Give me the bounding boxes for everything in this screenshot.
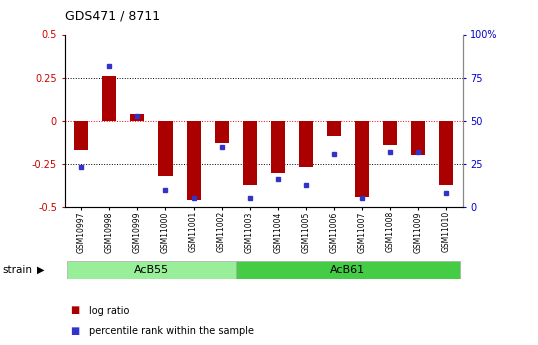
Bar (130, 114, 145, 121)
Bar (243, 121, 257, 185)
Text: strain: strain (3, 265, 33, 275)
Bar (215, 121, 229, 143)
Bar (327, 121, 341, 136)
Text: GDS471 / 8711: GDS471 / 8711 (65, 9, 160, 22)
Bar (187, 121, 201, 200)
Text: log ratio: log ratio (89, 306, 129, 315)
Bar (159, 121, 173, 176)
Text: AcB61: AcB61 (330, 265, 365, 275)
Bar (67, 262, 236, 278)
Text: percentile rank within the sample: percentile rank within the sample (89, 326, 254, 336)
Bar (102, 76, 116, 121)
Text: AcB55: AcB55 (134, 265, 169, 275)
Text: ■: ■ (70, 306, 79, 315)
Bar (271, 121, 285, 172)
Bar (411, 121, 425, 155)
Bar (439, 121, 453, 185)
Text: ▶: ▶ (37, 265, 44, 275)
Bar (74, 121, 88, 150)
Bar (299, 121, 313, 167)
Bar (383, 121, 397, 145)
Text: ■: ■ (70, 326, 79, 336)
Bar (355, 121, 369, 197)
Bar (236, 262, 460, 278)
